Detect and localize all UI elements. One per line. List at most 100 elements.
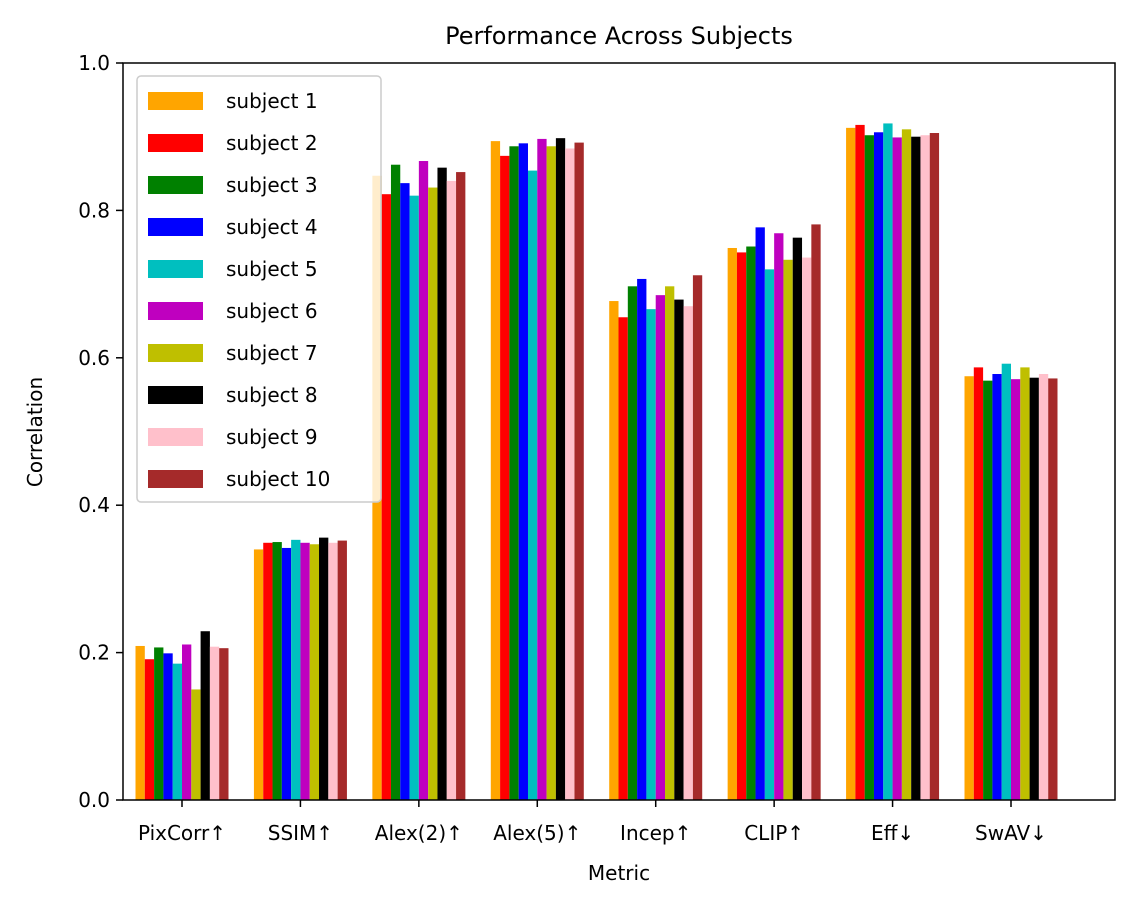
legend-swatch xyxy=(148,302,203,320)
bar-5-5 xyxy=(646,309,656,800)
bar-10-1 xyxy=(219,648,229,800)
chart-title: Performance Across Subjects xyxy=(445,22,793,50)
bar-6-4 xyxy=(537,138,547,800)
legend-label: subject 2 xyxy=(226,131,318,155)
legend-label: subject 6 xyxy=(226,299,318,323)
x-tick-label: SSIM↑ xyxy=(268,821,333,845)
x-axis-title: Metric xyxy=(588,861,650,885)
bar-3-5 xyxy=(627,286,638,800)
bar-2-4 xyxy=(500,155,510,801)
bar-9-8 xyxy=(1038,374,1049,800)
bar-4-5 xyxy=(637,278,647,800)
legend-swatch xyxy=(148,218,203,236)
bar-3-7 xyxy=(864,135,874,801)
x-axis: PixCorr↑ SSIM↑ Alex(2)↑ Alex(5)↑ Incep↑ CLIP↑… xyxy=(138,800,1047,845)
bar-1-8 xyxy=(964,376,974,800)
bar-5-7 xyxy=(883,123,893,801)
legend-swatch xyxy=(148,344,203,362)
bar-10-3 xyxy=(456,172,466,800)
bar-3-1 xyxy=(154,647,164,800)
bar-1-2 xyxy=(253,549,264,800)
bar-8-7 xyxy=(911,136,921,800)
bar-2-2 xyxy=(263,542,273,800)
legend-label: subject 1 xyxy=(226,89,318,113)
bar-10-8 xyxy=(1048,378,1058,800)
bar-6-3 xyxy=(418,161,429,800)
legend-swatch xyxy=(148,428,203,446)
legend-label: subject 3 xyxy=(226,173,318,197)
legend-swatch xyxy=(148,134,203,152)
bar-2-1 xyxy=(144,659,155,800)
bar-7-5 xyxy=(665,286,675,800)
bar-7-3 xyxy=(428,187,438,801)
bar-4-7 xyxy=(873,132,884,800)
bar-8-8 xyxy=(1029,377,1039,800)
bar-7-2 xyxy=(309,544,320,800)
bar-9-3 xyxy=(446,180,457,801)
legend-label: subject 7 xyxy=(226,341,318,365)
bar-4-8 xyxy=(992,374,1002,800)
bar-5-1 xyxy=(172,663,182,800)
bar-8-1 xyxy=(200,631,210,800)
y-axis-title: Correlation xyxy=(23,377,47,487)
legend-swatch xyxy=(148,92,203,110)
bar-4-4 xyxy=(518,143,528,800)
bar-4-3 xyxy=(400,183,410,800)
bar-10-7 xyxy=(929,133,940,800)
bar-1-5 xyxy=(609,301,619,800)
bar-2-8 xyxy=(973,367,984,800)
bar-5-4 xyxy=(527,170,538,801)
bar-3-8 xyxy=(983,380,993,800)
bar-8-2 xyxy=(319,537,329,800)
plot-frame xyxy=(122,62,1116,801)
bar-5-6 xyxy=(764,269,775,800)
x-tick-label: SwAV↓ xyxy=(975,821,1047,845)
legend-label: subject 9 xyxy=(226,425,318,449)
bar-6-5 xyxy=(655,295,666,800)
x-tick-label: CLIP↑ xyxy=(744,821,804,845)
bar-5-8 xyxy=(1001,363,1011,800)
bar-3-4 xyxy=(509,146,519,800)
bar-2-5 xyxy=(618,317,628,800)
legend-label: subject 4 xyxy=(226,215,318,239)
x-tick-label: Alex(5)↑ xyxy=(493,821,581,845)
bar-3-3 xyxy=(390,164,401,800)
bar-6-7 xyxy=(892,137,902,800)
bar-6-2 xyxy=(300,542,310,800)
bar-1-7 xyxy=(846,127,856,801)
legend-label: subject 10 xyxy=(226,467,330,491)
bar-7-4 xyxy=(546,146,556,800)
y-tick-label: 0.2 xyxy=(78,641,110,665)
bar-7-1 xyxy=(191,689,201,800)
legend-swatch xyxy=(148,176,203,194)
bar-1-6 xyxy=(727,247,737,801)
bar-6-1 xyxy=(182,644,192,800)
bar-8-3 xyxy=(437,167,447,800)
y-axis: 0.0 0.2 0.4 0.6 0.8 1.0 xyxy=(78,51,123,812)
bar-9-6 xyxy=(802,257,812,800)
y-tick-label: 1.0 xyxy=(78,51,110,75)
x-tick-label: Eff↓ xyxy=(871,821,914,845)
bar-2-7 xyxy=(855,124,865,800)
bar-3-2 xyxy=(272,542,282,800)
legend-label: subject 8 xyxy=(226,383,318,407)
y-tick-label: 0.4 xyxy=(78,493,110,517)
x-tick-label: PixCorr↑ xyxy=(138,821,226,845)
bar-6-6 xyxy=(774,233,784,800)
y-tick-label: 0.6 xyxy=(78,346,110,370)
bar-7-7 xyxy=(901,129,912,800)
legend-label: subject 5 xyxy=(226,257,318,281)
bar-7-6 xyxy=(783,259,793,800)
bar-2-6 xyxy=(736,252,747,800)
bar-4-6 xyxy=(755,227,765,801)
bars-group xyxy=(135,123,1058,801)
bar-9-2 xyxy=(328,542,338,800)
bar-4-1 xyxy=(163,653,173,800)
bar-1-4 xyxy=(490,141,501,800)
bar-9-7 xyxy=(920,135,930,801)
bar-10-4 xyxy=(574,142,584,801)
bar-3-6 xyxy=(746,246,756,800)
legend-swatch xyxy=(148,260,203,278)
x-tick-label: Incep↑ xyxy=(620,821,691,845)
